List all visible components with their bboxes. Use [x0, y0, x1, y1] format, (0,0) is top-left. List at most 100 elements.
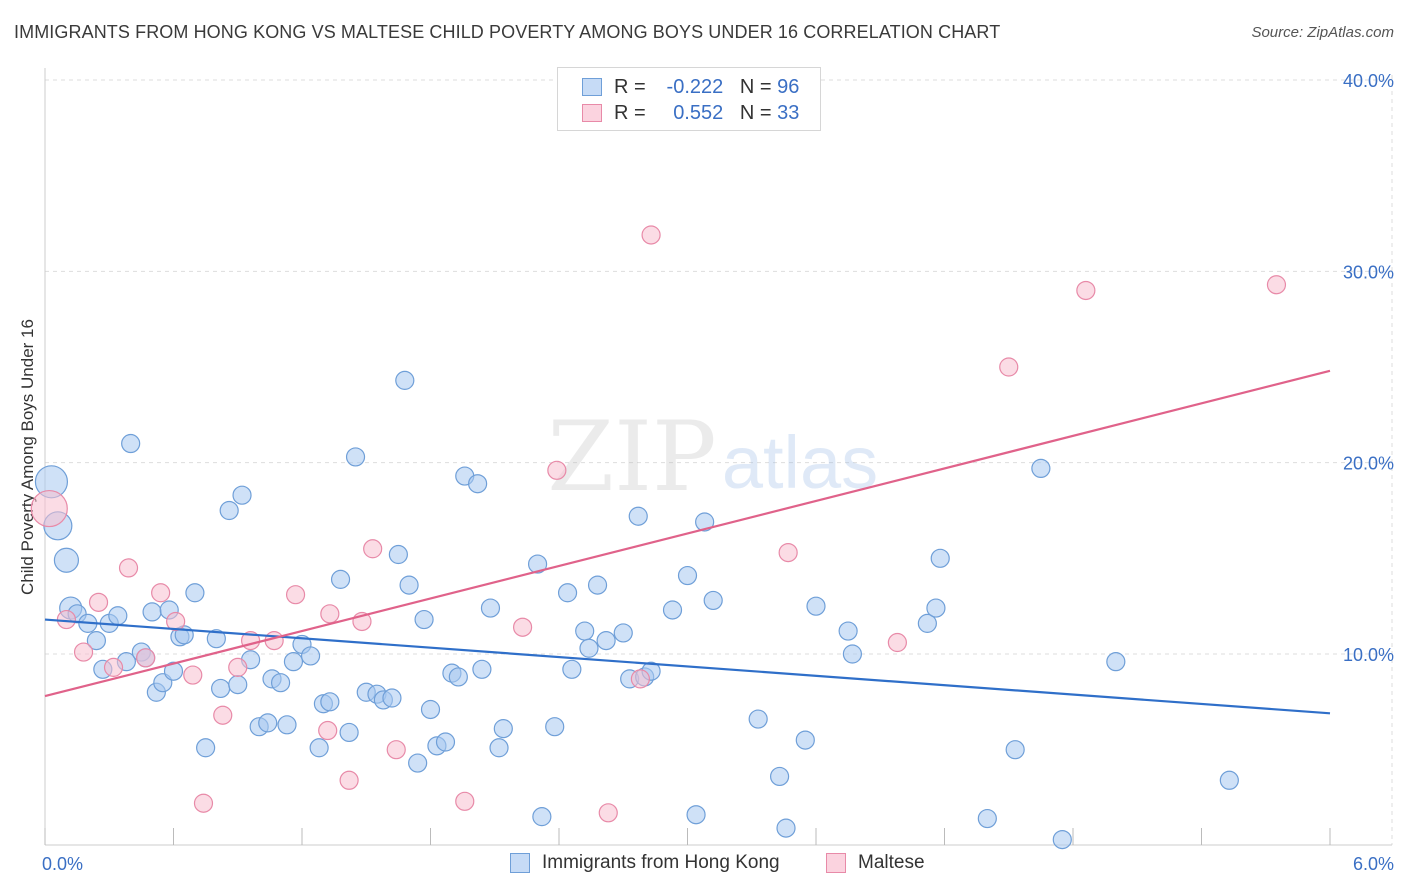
legend-r-label: R = — [614, 75, 646, 98]
data-point-maltese — [151, 583, 171, 603]
trend-line-maltese — [44, 369, 1331, 698]
data-point-maltese — [285, 585, 306, 605]
data-point-maltese — [598, 803, 618, 823]
data-point-hong-kong — [662, 600, 683, 620]
data-point-hong-kong — [300, 646, 321, 666]
y-tick-label: 40.0% — [1343, 71, 1394, 91]
data-point-maltese — [320, 604, 340, 624]
data-point-hong-kong — [480, 598, 501, 618]
data-point-hong-kong — [414, 609, 434, 630]
data-point-maltese — [166, 611, 186, 632]
data-point-maltese — [228, 657, 248, 677]
source-note: Source: ZipAtlas.com — [1251, 24, 1394, 41]
data-point-hong-kong — [628, 506, 648, 526]
data-point-hong-kong — [395, 370, 415, 390]
data-point-hong-kong — [472, 659, 492, 679]
data-point-hong-kong — [232, 485, 252, 505]
data-point-maltese — [1076, 280, 1096, 301]
data-point-hong-kong — [270, 673, 291, 693]
data-point-maltese — [363, 539, 383, 559]
series-maltese-points — [30, 225, 1287, 823]
data-point-hong-kong — [917, 613, 937, 633]
data-point-hong-kong — [493, 719, 513, 739]
data-point-maltese — [118, 558, 139, 578]
data-point-hong-kong — [1106, 652, 1126, 672]
x-tick-label: 0.0% — [42, 854, 83, 874]
legend-n-value: 33 — [777, 101, 800, 124]
watermark: ZIP atlas — [547, 401, 878, 513]
data-point-hong-kong — [211, 678, 231, 699]
data-point-hong-kong — [596, 631, 616, 651]
y-tick-label: 10.0% — [1343, 645, 1394, 665]
data-point-hong-kong — [776, 818, 796, 838]
data-point-hong-kong — [399, 575, 419, 595]
data-point-hong-kong — [1005, 740, 1025, 760]
chart-title: IMMIGRANTS FROM HONG KONG VS MALTESE CHI… — [14, 22, 1001, 42]
trend-line-hong-kong — [44, 618, 1331, 715]
data-point-hong-kong — [686, 805, 706, 825]
data-point-maltese — [73, 642, 94, 662]
data-point-hong-kong — [575, 621, 595, 641]
data-point-hong-kong — [320, 692, 340, 712]
data-point-hong-kong — [219, 500, 239, 521]
bottom-legend-hong-kong: Immigrants from Hong Kong — [510, 852, 780, 874]
data-point-hong-kong — [806, 596, 826, 616]
data-point-maltese — [512, 617, 533, 637]
legend-r-value: 0.552 — [673, 101, 724, 124]
data-point-hong-kong — [448, 667, 468, 687]
legend-n-value: 96 — [777, 75, 800, 98]
data-point-hong-kong — [769, 766, 790, 787]
gridlines — [45, 75, 1393, 845]
data-point-hong-kong — [562, 659, 582, 679]
data-point-hong-kong — [677, 565, 698, 586]
data-point-hong-kong — [121, 433, 141, 454]
legend-r-label: R = — [614, 101, 646, 124]
legend-swatch-hong-kong — [582, 78, 602, 96]
series-hong-kong-points — [34, 370, 1239, 850]
data-point-maltese — [136, 648, 156, 668]
data-point-hong-kong — [163, 661, 184, 681]
data-point-hong-kong — [345, 447, 366, 467]
data-point-maltese — [547, 460, 567, 480]
legend-swatch-maltese — [582, 104, 602, 122]
data-point-hong-kong — [258, 713, 278, 733]
data-point-hong-kong — [388, 544, 408, 565]
data-point-maltese — [103, 657, 124, 677]
data-point-maltese — [30, 489, 68, 528]
data-point-hong-kong — [108, 606, 128, 626]
data-point-hong-kong — [277, 715, 297, 735]
data-point-hong-kong — [1031, 458, 1051, 479]
legend-n-label: N = — [739, 101, 772, 124]
bottom-legend-label-hong-kong: Immigrants from Hong Kong — [542, 852, 780, 873]
data-point-hong-kong — [527, 554, 548, 574]
data-point-maltese — [339, 770, 359, 790]
data-point-hong-kong — [838, 621, 858, 641]
data-point-hong-kong — [468, 474, 488, 494]
data-point-hong-kong — [703, 590, 723, 611]
data-point-hong-kong — [382, 688, 402, 708]
data-point-hong-kong — [587, 575, 608, 595]
data-point-hong-kong — [420, 699, 441, 720]
data-point-hong-kong — [579, 638, 599, 658]
data-point-hong-kong — [435, 732, 456, 752]
data-point-hong-kong — [408, 753, 428, 773]
tick-labels: 10.0% 20.0% 30.0% 40.0% 0.0% 6.0% — [42, 71, 1394, 874]
data-point-hong-kong — [206, 629, 226, 649]
data-point-hong-kong — [185, 583, 205, 603]
data-point-hong-kong — [330, 569, 351, 589]
bottom-legend-label-maltese: Maltese — [858, 852, 925, 873]
data-point-hong-kong — [842, 644, 863, 664]
data-point-hong-kong — [695, 512, 715, 532]
data-point-hong-kong — [748, 709, 768, 729]
legend-r-value: -0.222 — [666, 75, 724, 98]
watermark-atlas: atlas — [722, 421, 878, 504]
data-point-maltese — [213, 705, 233, 725]
data-point-maltese — [88, 592, 109, 612]
legend-n-label: N = — [739, 75, 772, 98]
data-point-hong-kong — [1052, 829, 1072, 850]
data-point-hong-kong — [977, 808, 997, 829]
data-point-maltese — [778, 542, 798, 563]
watermark-zip: ZIP — [547, 401, 716, 513]
y-tick-label: 30.0% — [1343, 262, 1394, 282]
bottom-legend-swatch-maltese — [826, 853, 846, 873]
